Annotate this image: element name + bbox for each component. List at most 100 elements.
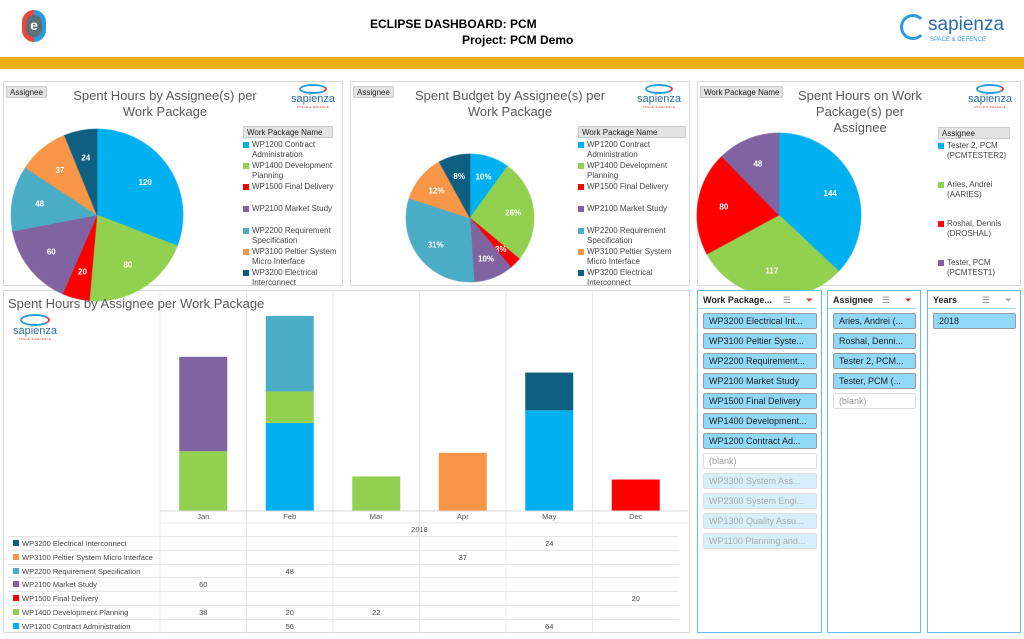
slicer-title: Years xyxy=(933,295,958,305)
legend-filter-button[interactable]: Work Package Name xyxy=(243,126,333,138)
legend-label: WP3200 Electrical Interconnect xyxy=(252,268,318,287)
clear-filter-icon[interactable]: ⏷ xyxy=(1004,295,1012,305)
legend-item: WP1500 Final Delivery xyxy=(243,182,339,203)
slicer-item[interactable]: WP1400 Development... xyxy=(703,413,817,429)
clear-filter-icon[interactable]: ⏷ xyxy=(805,295,813,305)
filter-button[interactable]: Assignee xyxy=(353,86,394,98)
legend-item: WP3200 Electrical Interconnect xyxy=(243,268,339,288)
logo-swoosh-icon xyxy=(976,84,1004,94)
legend-swatch xyxy=(578,206,584,212)
x-tick-label: Mar xyxy=(369,512,383,521)
table-cell xyxy=(419,605,506,619)
slicer-item[interactable]: 2018 xyxy=(933,313,1016,329)
pie-data-label: 120 xyxy=(139,178,153,187)
slicer-item[interactable]: Tester 2, PCM... xyxy=(833,353,916,369)
x-tick-label: Apr xyxy=(456,512,469,521)
table-cell xyxy=(419,563,506,578)
bar-segment[interactable] xyxy=(179,451,228,511)
slicer-item[interactable]: (blank) xyxy=(703,453,817,469)
legend: WP1200 Contract Administration WP1400 Dev… xyxy=(578,140,692,289)
legend-item: WP1400 Development Planning xyxy=(243,161,339,181)
filter-button[interactable]: Work Package Name xyxy=(700,86,784,98)
slicer-item[interactable]: Roshal, Denni... xyxy=(833,333,916,349)
bar-segment[interactable] xyxy=(352,476,401,511)
chart-title: Spent Hours on Work Package(s) per Assig… xyxy=(797,88,923,135)
multi-select-icon[interactable]: ☰ xyxy=(981,295,990,305)
table-cell xyxy=(506,549,593,564)
slicer-item[interactable]: WP1300 Quality Assu... xyxy=(703,513,817,529)
slicer-item[interactable]: WP1500 Final Delivery xyxy=(703,393,817,409)
multi-select-icon[interactable]: ☰ xyxy=(782,295,791,305)
legend-swatch xyxy=(13,622,19,629)
slicer-item[interactable]: WP2100 Market Study xyxy=(703,373,817,389)
bar-chart-title: Spent Hours by Assignee per Work Package xyxy=(8,296,265,311)
table-cell xyxy=(419,591,506,605)
pie-slice[interactable] xyxy=(405,197,475,283)
table-row-label: WP1400 Development Planning xyxy=(8,605,160,619)
pie-data-label: 8% xyxy=(453,172,465,181)
bar-segment[interactable] xyxy=(265,315,314,392)
legend-swatch xyxy=(13,567,19,574)
pie-data-label: 10% xyxy=(478,254,494,263)
slicer-item[interactable]: (blank) xyxy=(833,393,916,409)
sapienza-logo-bar: sapienza SPACE & DEFENCE xyxy=(8,314,62,341)
legend-filter-button[interactable]: Assignee xyxy=(938,127,1010,139)
logo-tagline: SPACE & DEFENCE xyxy=(930,37,986,43)
project-title: Project: PCM Demo xyxy=(462,33,574,47)
table-cell xyxy=(592,618,679,633)
pie-slice[interactable] xyxy=(720,132,780,217)
sapienza-logo: sapienza SPACE & DEFENCE xyxy=(288,84,338,109)
slicer-item[interactable]: Aries, Andrei (... xyxy=(833,313,916,329)
bar-segment[interactable] xyxy=(525,410,574,511)
slicer-item[interactable]: WP2200 Requirement... xyxy=(703,353,817,369)
bar-segment[interactable] xyxy=(611,479,660,511)
bar-segment[interactable] xyxy=(525,372,574,411)
legend-label: WP2100 Market Study xyxy=(252,204,333,213)
pie-data-label: 80 xyxy=(719,203,728,212)
slicer-item[interactable]: WP3300 System Ass... xyxy=(703,473,817,489)
multi-select-icon[interactable]: ☰ xyxy=(881,295,890,305)
pie-slice[interactable] xyxy=(96,128,184,247)
legend-label: WP3100 Peltier System Micro Interface xyxy=(587,247,672,266)
pie-slice[interactable] xyxy=(10,166,99,232)
filter-button[interactable]: Assignee xyxy=(6,86,47,98)
slicer-item[interactable]: Tester, PCM (... xyxy=(833,373,916,389)
bar-segment[interactable] xyxy=(265,422,314,511)
slicer-item[interactable]: WP3100 Peltier Syste... xyxy=(703,333,817,349)
pie-slice[interactable] xyxy=(438,153,471,219)
table-cell xyxy=(333,577,420,591)
slicer-header: Assignee ☰ ⏷ xyxy=(828,291,916,309)
table-cell xyxy=(506,577,593,591)
slicer-item[interactable]: WP3200 Electrical Int... xyxy=(703,313,817,329)
pie-slice[interactable] xyxy=(63,128,98,216)
legend-label: WP3200 Electrical Interconnect xyxy=(587,268,653,287)
legend-swatch xyxy=(13,595,19,602)
pie-slice[interactable] xyxy=(469,165,535,260)
legend: Tester 2, PCM (PCMTESTER2) Aries, Andrei … xyxy=(938,141,1016,297)
clear-filter-icon[interactable]: ⏷ xyxy=(904,295,912,305)
pie-slice[interactable] xyxy=(88,214,178,302)
legend-swatch xyxy=(243,228,249,234)
table-cell xyxy=(333,591,420,605)
logo-tagline: SPACE & DEFENCE xyxy=(642,105,676,109)
pie-slice[interactable] xyxy=(778,132,862,272)
slicer-title: Work Package... xyxy=(703,295,772,305)
bar-segment[interactable] xyxy=(179,356,228,452)
table-cell xyxy=(160,536,247,550)
table-row-label: WP3200 Electrical Interconnect xyxy=(8,536,160,550)
dashboard-title: ECLIPSE DASHBOARD: PCM xyxy=(370,17,537,31)
x-tick-label: Dec xyxy=(629,512,643,521)
legend-swatch xyxy=(938,260,944,266)
slicer-item[interactable]: WP1100 Planning and... xyxy=(703,533,817,549)
legend-filter-button[interactable]: Work Package Name xyxy=(578,126,686,138)
bar-segment[interactable] xyxy=(438,452,487,511)
series-name: WP1500 Final Delivery xyxy=(22,594,99,604)
slicer-item[interactable]: WP1200 Contract Ad... xyxy=(703,433,817,449)
pie-slice[interactable] xyxy=(696,155,780,255)
bar-segment[interactable] xyxy=(265,391,314,423)
legend-swatch xyxy=(578,270,584,276)
legend-swatch xyxy=(578,228,584,234)
pie-slice[interactable] xyxy=(11,214,98,295)
legend-label: Roshal, Dennis (DROSHAL) xyxy=(947,219,1002,238)
slicer-item[interactable]: WP2300 System Engi... xyxy=(703,493,817,509)
